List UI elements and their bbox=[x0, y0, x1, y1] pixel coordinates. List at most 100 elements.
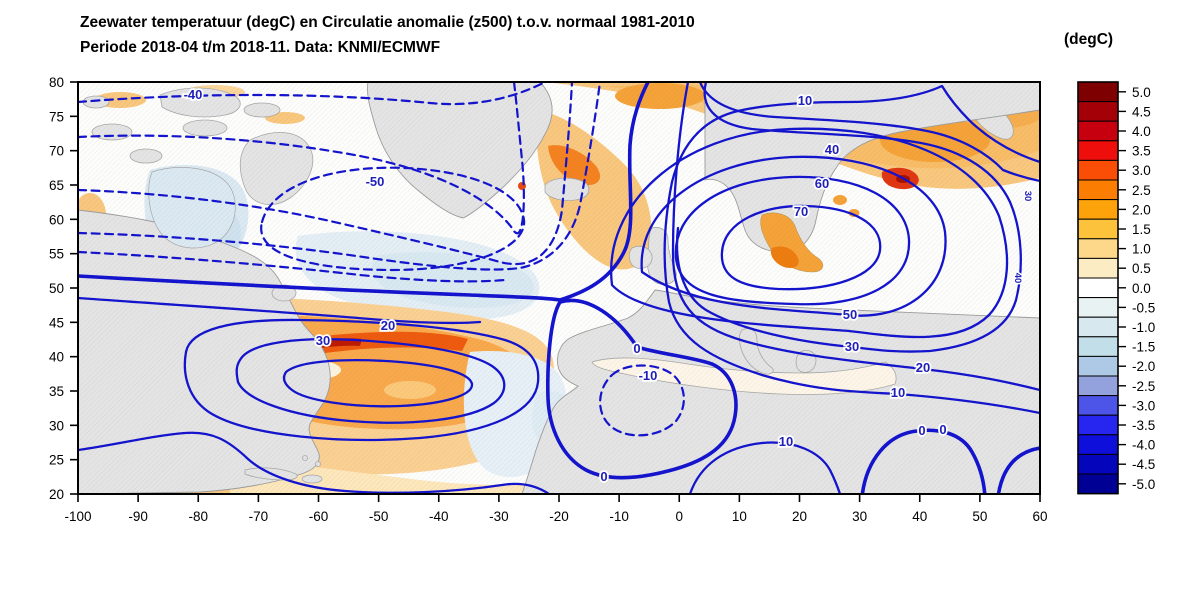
colorbar-cell bbox=[1077, 257, 1119, 279]
contour-value-label: 30 bbox=[316, 333, 330, 348]
colorbar-tick-label: -1.0 bbox=[1132, 320, 1155, 335]
colorbar-tick-label: -2.0 bbox=[1132, 359, 1155, 374]
colorbar-cell bbox=[1077, 453, 1119, 475]
colorbar-tick-label: 4.0 bbox=[1132, 124, 1151, 139]
colorbar-cell bbox=[1077, 414, 1119, 436]
x-tick-label: 50 bbox=[972, 509, 987, 524]
x-tick-label: -100 bbox=[64, 509, 91, 524]
y-tick-label: 20 bbox=[49, 487, 64, 502]
colorbar-cell bbox=[1077, 81, 1119, 103]
x-tick-label: 10 bbox=[732, 509, 747, 524]
colorbar-cell bbox=[1077, 277, 1119, 299]
contour-value-label: 40 bbox=[1012, 273, 1023, 284]
y-tick-label: 50 bbox=[49, 281, 64, 296]
contour-value-label: 10 bbox=[891, 385, 905, 400]
colorbar-tick-label: -3.5 bbox=[1132, 418, 1155, 433]
colorbar-tick-label: -1.5 bbox=[1132, 340, 1155, 355]
contour-value-label: 0 bbox=[939, 422, 946, 437]
x-tick-label: 20 bbox=[792, 509, 807, 524]
x-tick-label: -90 bbox=[128, 509, 148, 524]
y-tick-label: 45 bbox=[49, 315, 64, 330]
x-tick-label: -20 bbox=[549, 509, 569, 524]
colorbar-tick-label: -4.5 bbox=[1132, 457, 1155, 472]
colorbar-title: (degC) bbox=[1064, 31, 1113, 48]
colorbar-tick-label: 0.5 bbox=[1132, 261, 1151, 276]
colorbar-tick-label: 3.0 bbox=[1132, 163, 1151, 178]
x-tick-label: 0 bbox=[675, 509, 683, 524]
z500-contours bbox=[78, 82, 1040, 494]
x-tick-label: -40 bbox=[429, 509, 449, 524]
contour-value-label: 60 bbox=[815, 176, 829, 191]
x-tick-label: -30 bbox=[489, 509, 509, 524]
contour-value-label: 10 bbox=[779, 434, 793, 449]
contour-value-label: -50 bbox=[366, 174, 385, 189]
y-tick-label: 55 bbox=[49, 247, 64, 262]
x-tick-label: -70 bbox=[249, 509, 269, 524]
y-tick-label: 70 bbox=[49, 144, 64, 159]
contour-value-label: 0 bbox=[600, 469, 607, 484]
y-tick-label: 80 bbox=[49, 75, 64, 90]
x-tick-label: 60 bbox=[1032, 509, 1047, 524]
x-tick-label: 40 bbox=[912, 509, 927, 524]
colorbar-tick-label: 2.0 bbox=[1132, 202, 1151, 217]
y-tick-label: 60 bbox=[49, 212, 64, 227]
colorbar-cell bbox=[1077, 101, 1119, 122]
x-tick-label: -10 bbox=[609, 509, 629, 524]
colorbar-tick-label: -2.5 bbox=[1132, 379, 1155, 394]
chart-title: Zeewater temperatuur (degC) en Circulati… bbox=[80, 14, 695, 31]
colorbar-tick-label: 2.5 bbox=[1132, 183, 1151, 198]
colorbar-cell bbox=[1077, 159, 1119, 181]
colorbar: 5.0 4.5 4.0 3.5 3.0 2.5 2.0 1.5 1.0 0.5 0.0 -0.5 -1.… bbox=[1077, 81, 1155, 495]
y-tick-label: 35 bbox=[49, 384, 64, 399]
x-tick-label: -60 bbox=[309, 509, 329, 524]
colorbar-cell bbox=[1077, 297, 1119, 318]
contour-value-label: 10 bbox=[798, 93, 812, 108]
colorbar-tick-label: 0.0 bbox=[1132, 281, 1151, 296]
colorbar-tick-label: 3.5 bbox=[1132, 144, 1151, 159]
colorbar-tick-label: -5.0 bbox=[1132, 477, 1155, 492]
colorbar-tick-label: -4.0 bbox=[1132, 438, 1155, 453]
contour-value-label: -40 bbox=[184, 87, 203, 102]
colorbar-cell bbox=[1077, 120, 1119, 142]
colorbar-cell bbox=[1077, 473, 1119, 495]
contour-value-label: 30 bbox=[845, 339, 859, 354]
colorbar-cell bbox=[1077, 199, 1119, 220]
y-axis: 80 75 70 65 60 55 50 45 40 35 30 25 20 bbox=[49, 75, 78, 502]
colorbar-cell bbox=[1077, 316, 1119, 338]
colorbar-tick-label: 5.0 bbox=[1132, 85, 1151, 100]
y-tick-label: 40 bbox=[49, 350, 64, 365]
contour-value-label: 30 bbox=[1022, 191, 1033, 202]
colorbar-cell bbox=[1077, 179, 1119, 201]
colorbar-cell bbox=[1077, 238, 1119, 259]
colorbar-cell bbox=[1077, 375, 1119, 397]
x-tick-label: -80 bbox=[188, 509, 208, 524]
colorbar-cell bbox=[1077, 434, 1119, 455]
colorbar-tick-label: 1.0 bbox=[1132, 242, 1151, 257]
contour-value-label: 20 bbox=[381, 318, 395, 333]
contour-value-label: -10 bbox=[639, 368, 658, 383]
contour-value-label: 0 bbox=[633, 341, 640, 356]
colorbar-cell bbox=[1077, 218, 1119, 240]
y-tick-label: 25 bbox=[49, 453, 64, 468]
colorbar-cell bbox=[1077, 140, 1119, 161]
colorbar-frame bbox=[1077, 81, 1119, 495]
x-tick-label: 30 bbox=[852, 509, 867, 524]
colorbar-cell bbox=[1077, 395, 1119, 416]
colorbar-tick-label: 1.5 bbox=[1132, 222, 1151, 237]
y-tick-label: 30 bbox=[49, 418, 64, 433]
contour-value-label: 50 bbox=[843, 307, 857, 322]
x-axis: -100 -90 -80 -70 -60 -50 -40 -30 -20 -10 0 10 20 30 40… bbox=[64, 494, 1048, 524]
colorbar-cell bbox=[1077, 355, 1119, 377]
chart-subtitle: Periode 2018-04 t/m 2018-11. Data: KNMI/… bbox=[80, 39, 440, 56]
y-tick-label: 75 bbox=[49, 109, 64, 124]
y-tick-label: 65 bbox=[49, 178, 64, 193]
stipple-texture bbox=[78, 82, 1040, 494]
contour-value-label: 0 bbox=[918, 423, 925, 438]
contour-value-label: 20 bbox=[916, 360, 930, 375]
contour-value-label: 70 bbox=[794, 204, 808, 219]
contour-value-label: 40 bbox=[825, 142, 839, 157]
